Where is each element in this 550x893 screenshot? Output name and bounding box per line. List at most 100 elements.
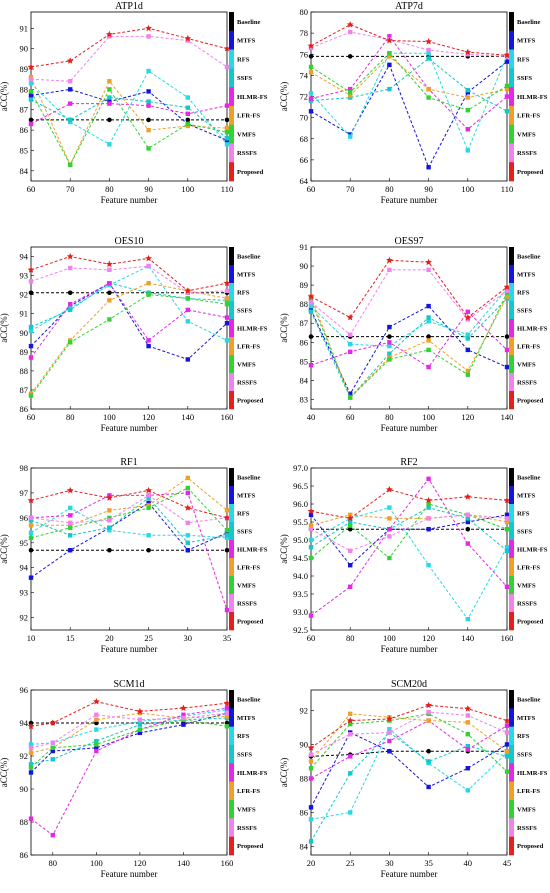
series-line-mtfs (310, 514, 508, 566)
data-point-baseline (308, 334, 314, 339)
legend-label-proposed: Proposed (517, 397, 544, 404)
x-tick-label: 90 (424, 184, 433, 194)
y-tick-label: 96.5 (293, 481, 308, 491)
y-axis-label: aCC(%) (279, 534, 289, 564)
legend-swatch-vmfs (509, 124, 514, 144)
data-point-lfr-fs (107, 79, 112, 84)
series-line-hlmr-fs (310, 477, 508, 617)
data-point-hlmr-fs (348, 86, 353, 92)
data-point-hlmr-fs (465, 747, 470, 752)
x-tick-label: 120 (134, 858, 147, 868)
data-point-rssfs (146, 493, 151, 498)
chart-panel-atp1d: ATP1d 60 70 80 90 100 110 84 85 86 87 88 89 90 91 Featu… (0, 1, 268, 205)
x-tick-label: 20 (307, 858, 316, 868)
plot-frame (310, 467, 508, 631)
legend-swatch-hlmr-fs (509, 87, 514, 107)
data-point-rssfs (224, 288, 230, 294)
data-point-vmfs (68, 340, 73, 345)
legend-swatch-lfr-fs (509, 105, 514, 125)
data-point-mtfs (387, 749, 392, 754)
series-line-ssfs (30, 717, 228, 765)
legend-label-lfr-fs: LFR-FS (237, 113, 260, 120)
series-line-hlmr-fs (30, 492, 228, 611)
x-tick-label: 40 (464, 858, 473, 868)
legend-label-lfr-fs: LFR-FS (517, 113, 540, 120)
data-point-mtfs (94, 745, 99, 750)
legend-swatch-proposed (509, 836, 514, 856)
data-point-rfs (146, 68, 151, 74)
y-tick-label: 97 (20, 488, 29, 498)
legend-label-rssfs: RSSFS (237, 600, 257, 607)
legend-swatch-baseline (509, 690, 514, 709)
chart-title: ATP1d (115, 1, 143, 12)
data-point-proposed (66, 486, 74, 494)
data-point-baseline (107, 290, 112, 296)
legend-label-hlmr-fs: HLMR-FS (517, 325, 548, 332)
data-point-mtfs (28, 93, 34, 98)
data-point-lfr-fs (146, 281, 151, 286)
data-point-rssfs (68, 520, 73, 526)
chart-title: SCM1d (113, 679, 144, 690)
data-point-vmfs (504, 769, 510, 774)
data-point-rfs (28, 742, 34, 747)
y-tick-label: 96.0 (293, 499, 308, 509)
x-tick-label: 120 (422, 633, 435, 643)
y-tick-label: 83 (300, 394, 309, 404)
data-point-vmfs (465, 372, 470, 377)
series-line-mtfs (30, 282, 228, 360)
y-tick-label: 94 (20, 252, 29, 262)
data-point-vmfs (387, 357, 392, 362)
legend-label-rssfs: RSSFS (237, 150, 257, 157)
data-point-vmfs (185, 121, 190, 127)
legend-swatch-baseline (229, 247, 234, 266)
data-point-lfr-fs (224, 125, 230, 131)
legend-swatch-baseline (509, 247, 514, 266)
data-point-proposed (136, 707, 144, 715)
legend-swatch-proposed (509, 391, 514, 410)
legend-label-hlmr-fs: HLMR-FS (517, 94, 548, 101)
legend-label-hlmr-fs: HLMR-FS (237, 546, 268, 553)
legend-swatch-mtfs (509, 265, 514, 284)
legend-label-mtfs: MTFS (517, 715, 536, 722)
y-tick-label: 64 (300, 176, 309, 186)
data-point-rfs (68, 505, 73, 511)
legend-swatch-ssfs (229, 745, 234, 764)
data-point-rfs (426, 563, 431, 568)
legend-swatch-rssfs (229, 818, 234, 837)
data-point-ssfs (387, 351, 392, 356)
legend-swatch-lfr-fs (229, 781, 234, 801)
y-tick-label: 96 (20, 513, 29, 523)
data-point-lfr-fs (504, 749, 510, 754)
legend-swatch-ssfs (509, 522, 514, 541)
data-point-proposed (307, 507, 315, 515)
data-point-ssfs (504, 109, 510, 114)
y-tick-label: 95 (20, 538, 29, 548)
data-point-proposed (503, 496, 511, 504)
data-point-ssfs (308, 545, 314, 550)
data-point-baseline (347, 526, 353, 532)
x-tick-label: 35 (223, 633, 232, 643)
legend-swatch-rfs (509, 504, 514, 523)
data-point-hlmr-fs (224, 315, 230, 320)
data-point-proposed (464, 48, 472, 56)
x-tick-label: 110 (501, 184, 513, 194)
data-point-mtfs (68, 548, 73, 553)
data-point-proposed (346, 313, 354, 321)
y-tick-label: 87 (20, 105, 29, 115)
data-point-rfs (308, 537, 314, 543)
data-point-lfr-fs (465, 720, 470, 725)
data-point-hlmr-fs (185, 111, 190, 117)
legend-label-hlmr-fs: HLMR-FS (517, 546, 548, 553)
series-line-proposed (310, 259, 508, 319)
data-point-lfr-fs (107, 508, 112, 513)
data-point-vmfs (348, 721, 353, 727)
y-tick-label: 90 (300, 739, 309, 749)
y-tick-label: 90 (300, 261, 309, 271)
data-point-mtfs (28, 770, 34, 775)
data-point-rssfs (107, 518, 112, 523)
legend-swatch-proposed (229, 391, 234, 410)
x-tick-label: 60 (307, 184, 316, 194)
data-point-ssfs (465, 87, 470, 93)
y-tick-label: 88 (20, 817, 29, 827)
data-point-hlmr-fs (185, 490, 190, 496)
